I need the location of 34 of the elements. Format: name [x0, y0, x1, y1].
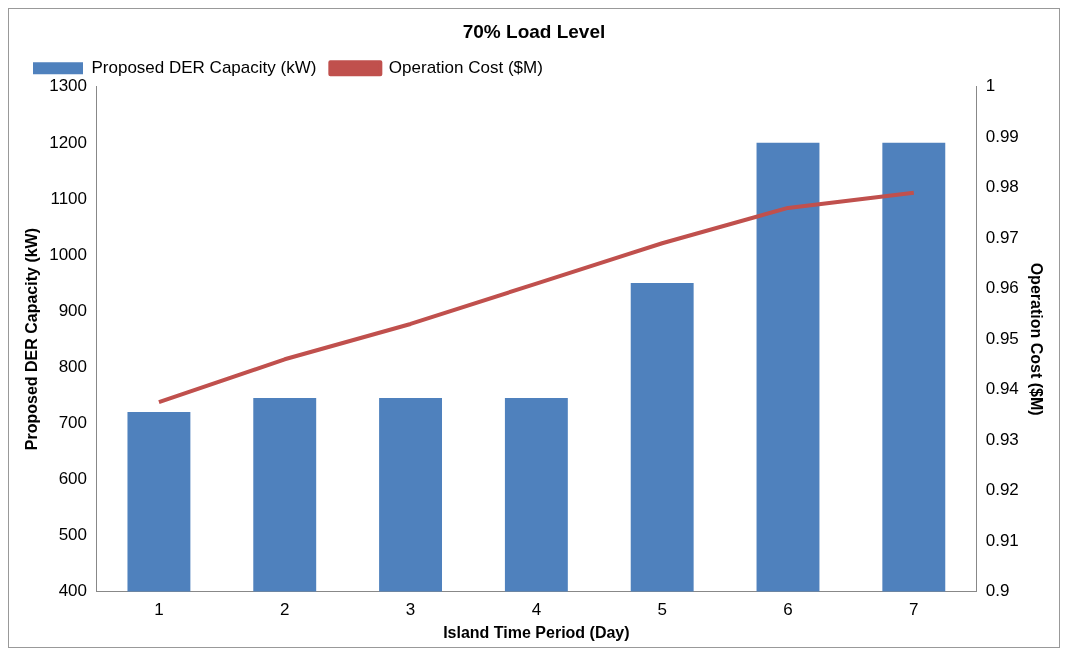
x-tick-label: 2 [280, 600, 290, 620]
y-tick-label: 1000 [49, 244, 88, 264]
y2-tick-label: 0.9 [985, 581, 1010, 601]
y2-tick-label: 0.98 [985, 177, 1019, 197]
x-tick-label: 3 [405, 600, 416, 620]
y-tick-label: 1100 [50, 188, 88, 208]
chart-title: 70% Load Level [462, 20, 606, 42]
y2-tick-label: 0.93 [985, 429, 1019, 449]
y-tick-label: 700 [58, 412, 88, 432]
x-tick-label: 1 [154, 600, 164, 620]
y-tick-label: 900 [58, 300, 88, 320]
x-tick-label: 4 [531, 600, 542, 620]
y2-tick-label: 0.92 [985, 480, 1019, 500]
y-tick-label: 600 [58, 468, 88, 488]
x-axis-title: Island Time Period (Day) [443, 623, 630, 641]
x-tick-label: 7 [909, 600, 919, 620]
legend-label: Proposed DER Capacity (kW) [91, 57, 317, 77]
y2-tick-label: 0.96 [985, 278, 1019, 298]
y-tick-label: 1300 [49, 76, 88, 96]
legend-label: Operation Cost ($M) [388, 57, 543, 77]
y-tick-label: 500 [58, 525, 88, 545]
y2-tick-label: 1 [985, 76, 996, 96]
y-tick-label: 1200 [49, 132, 88, 152]
y2-tick-label: 0.97 [985, 227, 1019, 247]
x-tick-label: 6 [783, 600, 793, 620]
y2-tick-label: 0.94 [985, 379, 1019, 399]
y-axis-title: Proposed DER Capacity (kW) [23, 227, 41, 451]
y2-tick-label: 0.99 [985, 126, 1019, 146]
x-tick-label: 5 [657, 600, 667, 620]
y2-axis-title: Operation Cost ($M) [1027, 262, 1045, 416]
y2-tick-label: 0.95 [985, 328, 1019, 348]
y-tick-label: 400 [58, 581, 88, 601]
y2-tick-label: 0.91 [985, 530, 1019, 550]
y-tick-label: 800 [58, 356, 88, 376]
